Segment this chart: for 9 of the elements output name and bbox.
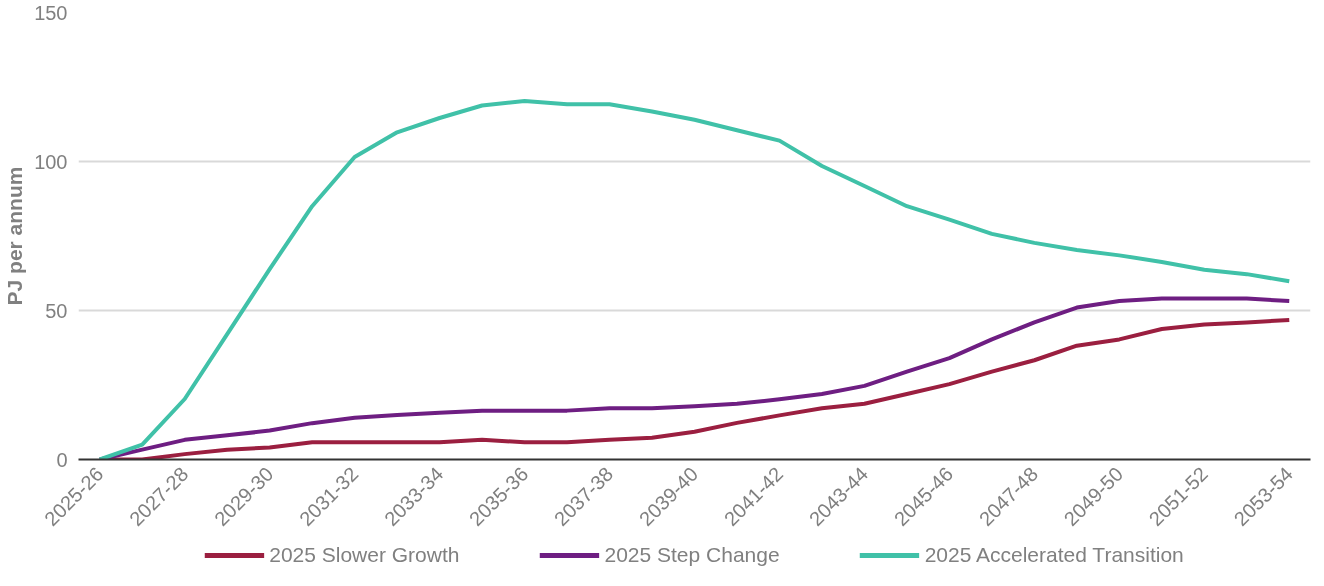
y-axis-title: PJ per annum	[3, 166, 27, 306]
y-tick-label: 100	[34, 150, 68, 173]
legend-label: 2025 Step Change	[604, 543, 780, 567]
y-tick-label: 0	[56, 448, 68, 471]
legend-label: 2025 Accelerated Transition	[924, 543, 1184, 567]
y-tick-label: 150	[34, 1, 68, 24]
y-tick-label: 50	[45, 299, 68, 322]
legend-label: 2025 Slower Growth	[269, 543, 460, 567]
line-series	[97, 99, 1292, 460]
